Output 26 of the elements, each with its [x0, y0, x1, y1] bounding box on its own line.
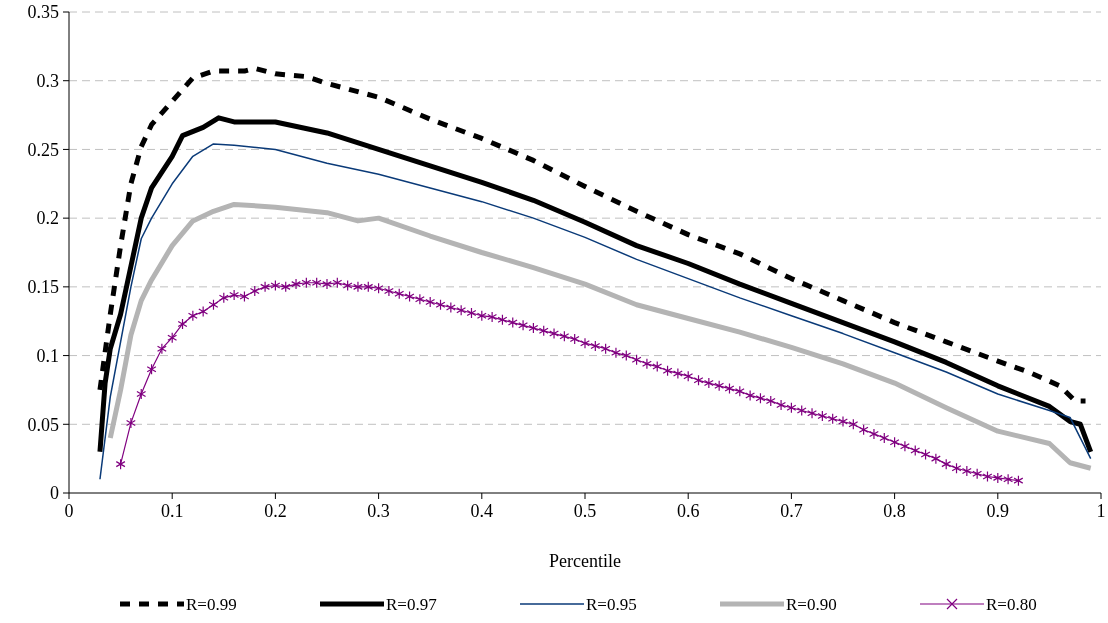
legend-label: R=0.80	[986, 595, 1037, 614]
line-series	[99, 143, 1092, 481]
y-tick-label: 0.3	[36, 71, 59, 92]
legend-label: R=0.90	[786, 595, 837, 614]
y-tick-label: 0.25	[27, 139, 59, 160]
x-tick-label: 1	[1096, 501, 1106, 521]
x-tick-label: 0.4	[470, 501, 494, 521]
legend-label: R=0.97	[386, 595, 438, 614]
y-tick-label: 0.1	[36, 345, 59, 366]
x-tick-label: 0.5	[573, 501, 597, 521]
y-tick-label: 0.05	[27, 414, 59, 435]
y-tick-label: 0	[50, 483, 59, 504]
x-axis-title: Percentile	[549, 551, 621, 571]
x-tick-label: 0	[64, 501, 74, 521]
x-tick-label: 0.1	[160, 501, 184, 521]
y-tick-label: 0.15	[27, 277, 59, 298]
x-tick-label: 0.3	[367, 501, 390, 521]
y-tick-label: 0.35	[27, 2, 59, 23]
legend-label: R=0.99	[186, 595, 237, 614]
x-tick-label: 0.9	[986, 501, 1010, 521]
x-tick-label: 0.6	[676, 501, 700, 521]
y-tick-label: 0.2	[36, 208, 59, 229]
x-tick-label: 0.7	[780, 501, 803, 521]
legend-label: R=0.95	[586, 595, 637, 614]
x-tick-label: 0.8	[883, 501, 906, 521]
x-tick-label: 0.2	[264, 501, 287, 521]
